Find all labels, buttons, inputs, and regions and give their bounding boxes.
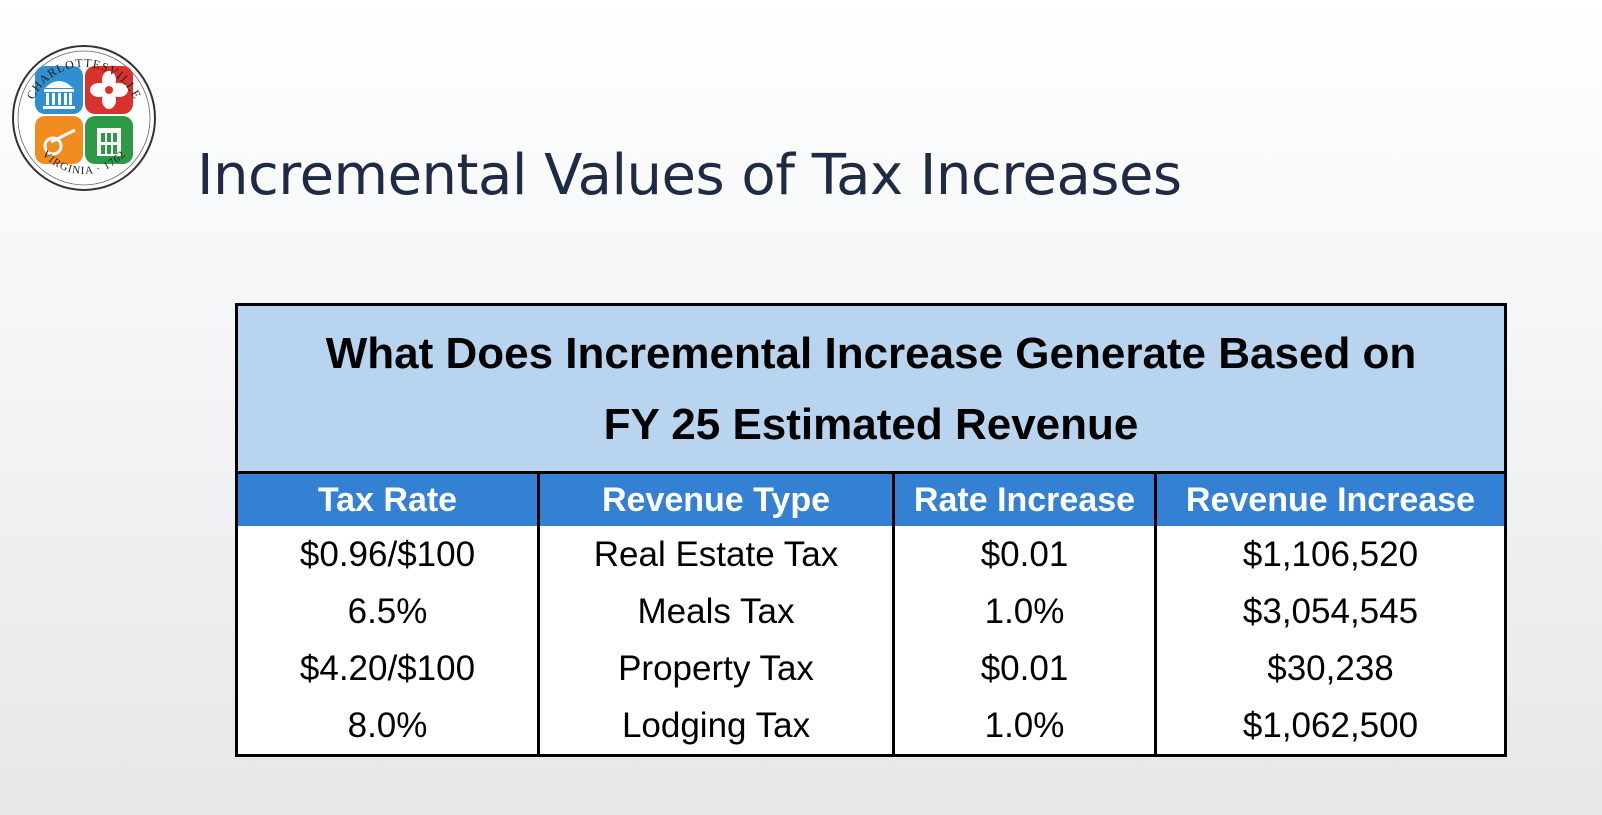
table-row: 8.0% Lodging Tax 1.0% $1,062,500 xyxy=(236,697,1506,756)
cell-revenue-increase: $1,062,500 xyxy=(1154,697,1506,756)
cell-revenue-type: Property Tax xyxy=(537,640,894,697)
header-revenue-type: Revenue Type xyxy=(537,472,894,526)
table-row: 6.5% Meals Tax 1.0% $3,054,545 xyxy=(236,583,1506,640)
cell-tax-rate: $0.96/$100 xyxy=(236,526,539,583)
header-rate-increase: Rate Increase xyxy=(892,472,1156,526)
cell-rate-increase: $0.01 xyxy=(892,640,1156,697)
header-revenue-increase: Revenue Increase xyxy=(1154,472,1506,526)
table-caption: What Does Incremental Increase Generate … xyxy=(236,304,1506,474)
cell-revenue-type: Real Estate Tax xyxy=(537,526,894,583)
cell-rate-increase: 1.0% xyxy=(892,583,1156,640)
table-row: $0.96/$100 Real Estate Tax $0.01 $1,106,… xyxy=(236,526,1506,583)
cell-tax-rate: 6.5% xyxy=(236,583,539,640)
tax-increase-table: What Does Incremental Increase Generate … xyxy=(235,303,1507,757)
cell-tax-rate: $4.20/$100 xyxy=(236,640,539,697)
cell-revenue-type: Lodging Tax xyxy=(537,697,894,756)
cell-revenue-increase: $1,106,520 xyxy=(1154,526,1506,583)
cell-tax-rate: 8.0% xyxy=(236,697,539,756)
header-tax-rate: Tax Rate xyxy=(236,472,539,526)
cell-revenue-increase: $30,238 xyxy=(1154,640,1506,697)
cell-rate-increase: $0.01 xyxy=(892,526,1156,583)
slide-title: Incremental Values of Tax Increases xyxy=(197,143,1182,208)
cell-revenue-increase: $3,054,545 xyxy=(1154,583,1506,640)
charlottesville-seal-logo: CHARLOTTESVILLE VIRGINIA · 1762 xyxy=(12,45,156,191)
cell-rate-increase: 1.0% xyxy=(892,697,1156,756)
table-row: $4.20/$100 Property Tax $0.01 $30,238 xyxy=(236,640,1506,697)
cell-revenue-type: Meals Tax xyxy=(537,583,894,640)
table-caption-line-2: FY 25 Estimated Revenue xyxy=(603,399,1139,449)
table-caption-line-1: What Does Incremental Increase Generate … xyxy=(325,328,1417,378)
table-header-row: Tax Rate Revenue Type Rate Increase Reve… xyxy=(236,472,1506,526)
